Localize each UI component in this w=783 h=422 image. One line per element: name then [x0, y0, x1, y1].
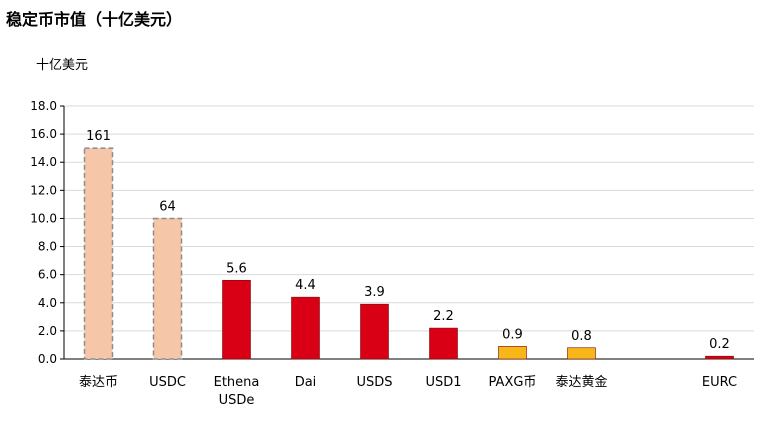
- y-tick-label: 6.0: [38, 268, 57, 282]
- x-category-label: USD1: [425, 375, 461, 390]
- bar: [429, 327, 458, 360]
- x-category-label: Ethena: [214, 375, 260, 390]
- y-tick-label: 2.0: [38, 324, 57, 338]
- bar: [152, 217, 183, 360]
- data-label: 0.9: [502, 327, 523, 342]
- data-label: 2.2: [433, 309, 454, 324]
- bar: [291, 296, 320, 360]
- x-category-label: USDS: [356, 375, 392, 390]
- y-tick-label: 14.0: [30, 155, 57, 169]
- bar: [498, 346, 527, 360]
- y-tick-label: 8.0: [38, 240, 57, 254]
- bar: [360, 303, 389, 360]
- x-category-label: USDe: [219, 393, 255, 408]
- y-tick-label: 0.0: [38, 352, 57, 366]
- x-category-label: 泰达币: [79, 375, 118, 390]
- bar: [222, 279, 251, 360]
- x-category-label: Dai: [295, 375, 317, 390]
- y-tick-label: 18.0: [30, 99, 57, 113]
- y-tick-label: 12.0: [30, 183, 57, 197]
- y-tick-label: 10.0: [30, 211, 57, 225]
- x-category-label: USDC: [149, 375, 186, 390]
- data-label: 161: [86, 129, 111, 144]
- data-label: 3.9: [364, 285, 385, 300]
- y-axis-unit-label: 十亿美元: [36, 58, 89, 73]
- x-category-label: EURC: [702, 375, 737, 390]
- data-label: 64: [159, 199, 176, 214]
- chart-title: 稳定币市值（十亿美元）: [6, 10, 183, 29]
- data-label: 0.2: [709, 337, 730, 352]
- bar: [83, 147, 114, 360]
- y-tick-label: 16.0: [30, 127, 57, 141]
- data-label: 0.8: [571, 329, 592, 344]
- data-label: 4.4: [295, 278, 316, 293]
- bar: [567, 347, 596, 360]
- x-category-label: 泰达黄金: [555, 374, 607, 390]
- bar: [705, 355, 734, 360]
- data-label: 5.6: [226, 261, 247, 276]
- y-tick-label: 4.0: [38, 296, 57, 310]
- x-category-label: PAXG币: [489, 375, 537, 390]
